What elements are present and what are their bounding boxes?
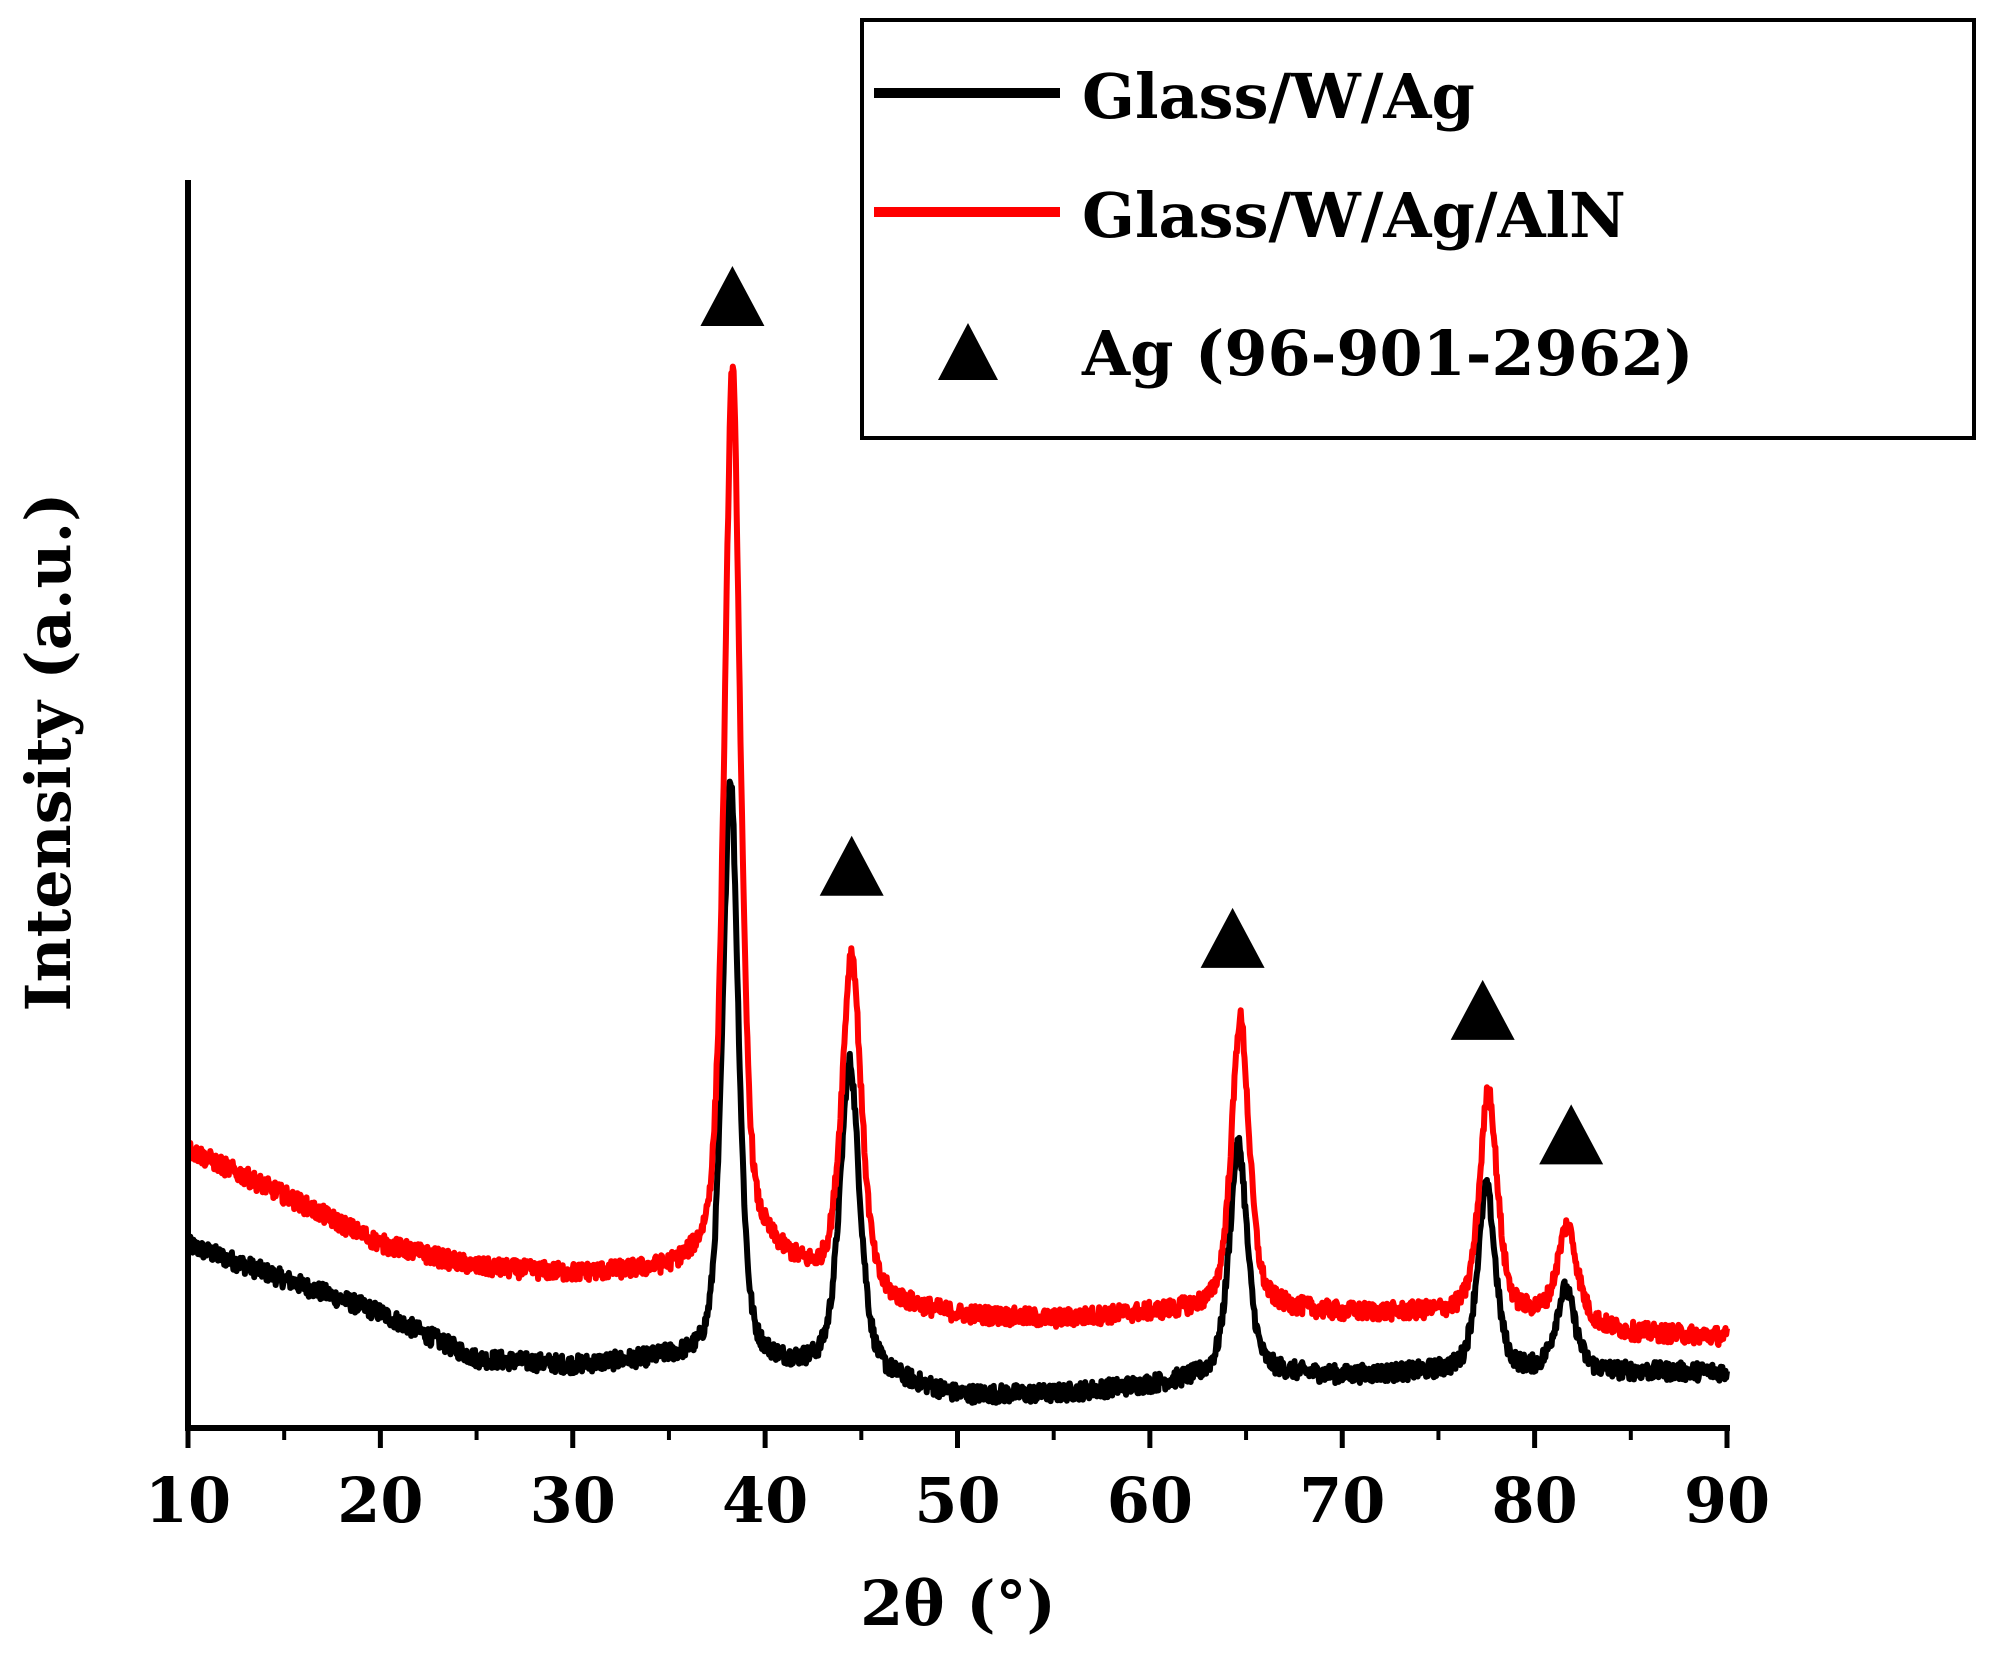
ag-peak-marker-5: [1539, 1104, 1604, 1165]
marker-layer: [700, 265, 1604, 1165]
y-axis-title: Intensity (a.u.): [12, 492, 85, 1011]
series-layer: [185, 363, 1730, 1406]
ag-peak-marker-3: [1200, 907, 1265, 968]
series-line-glass-w-ag: [185, 778, 1730, 1406]
x-tick-label-90: 90: [1684, 1464, 1770, 1537]
ag-peak-marker-4: [1450, 979, 1515, 1040]
legend-label-glass-w-ag: Glass/W/Ag: [1082, 60, 1475, 133]
x-tick-label-20: 20: [337, 1464, 423, 1537]
x-ticks: 10 20 30 40 50 60 70 80 90: [145, 1428, 1770, 1537]
x-tick-label-50: 50: [914, 1464, 1000, 1537]
x-tick-label-80: 80: [1491, 1464, 1577, 1537]
legend-swatch-ag-triangle: [938, 323, 998, 380]
x-tick-label-10: 10: [145, 1464, 231, 1537]
x-axis-title: 2θ (°): [860, 1567, 1056, 1640]
legend-label-ag-reference: Ag (96-901-2962): [1081, 317, 1693, 390]
x-tick-label-40: 40: [722, 1464, 808, 1537]
x-tick-label-60: 60: [1107, 1464, 1193, 1537]
ag-peak-marker-2: [819, 835, 884, 896]
legend: Glass/W/Ag Glass/W/Ag/AlN Ag (96-901-296…: [860, 18, 1976, 440]
ag-peak-marker-1: [700, 265, 765, 326]
x-tick-label-70: 70: [1299, 1464, 1385, 1537]
x-tick-label-30: 30: [530, 1464, 616, 1537]
series-line-glass-w-ag-aln: [185, 363, 1730, 1348]
legend-label-glass-w-ag-aln: Glass/W/Ag/AlN: [1082, 179, 1626, 252]
